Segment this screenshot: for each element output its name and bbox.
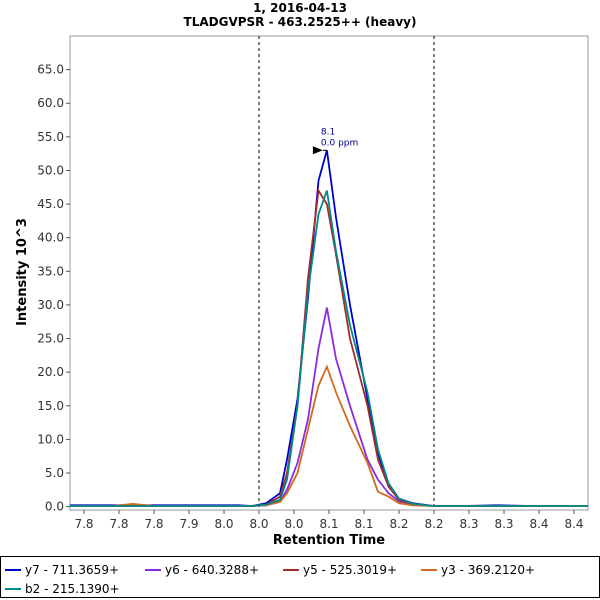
x-tick-label: 8.4: [564, 517, 583, 531]
x-tick-label: 8.3: [459, 517, 478, 531]
legend-swatch: [145, 569, 161, 571]
x-tick-label: 7.8: [109, 517, 128, 531]
integration-boundaries: [258, 36, 435, 510]
legend-item: b2 - 215.1390+: [5, 582, 120, 596]
x-tick-label: 8.0: [249, 517, 268, 531]
x-tick-label: 8.0: [284, 517, 303, 531]
legend-item: y5 - 525.3019+: [283, 563, 397, 577]
x-axis: 7.8 7.8 7.8 7.9 8.0 8.0 8.0 8.1 8.1 8.2 8.2 8.3 8.3 8…: [74, 510, 584, 531]
y-tick-label: 15.0: [37, 399, 64, 413]
x-tick-label: 8.1: [319, 517, 338, 531]
peak-marker: [312, 146, 323, 155]
chart-title: 1, 2016-04-13: [253, 1, 347, 15]
legend-swatch: [5, 569, 21, 571]
x-tick-label: 8.3: [494, 517, 513, 531]
legend-item: y6 - 640.3288+: [145, 563, 259, 577]
legend: y7 - 711.3659+ y6 - 640.3288+ y5 - 525.301…: [0, 556, 600, 598]
y-tick-label: 5.0: [45, 466, 64, 480]
y-tick-label: 40.0: [37, 231, 64, 245]
legend-label: b2 - 215.1390+: [25, 582, 120, 596]
legend-swatch: [421, 569, 437, 571]
chromatogram-chart: 1, 2016-04-13 TLADGVPSR - 463.2525++ (he…: [15, 1, 589, 548]
x-tick-label: 8.2: [389, 517, 408, 531]
series-line: [70, 190, 588, 507]
y-tick-label: 50.0: [37, 163, 64, 177]
y-axis: 0.0 5.0 10.0 15.0 20.0 25.0 30.0 35.0 40.0 45.0 50…: [37, 63, 70, 514]
y-tick-label: 20.0: [37, 365, 64, 379]
x-tick-label: 7.8: [74, 517, 93, 531]
y-tick-label: 45.0: [37, 197, 64, 211]
y-tick-label: 35.0: [37, 264, 64, 278]
y-tick-label: 10.0: [37, 432, 64, 446]
y-tick-label: 30.0: [37, 298, 64, 312]
y-tick-label: 65.0: [37, 63, 64, 77]
legend-label: y3 - 369.2120+: [441, 563, 536, 577]
legend-swatch: [283, 569, 299, 571]
legend-item: y7 - 711.3659+: [5, 563, 119, 577]
x-tick-label: 8.1: [354, 517, 373, 531]
x-axis-title: Retention Time: [273, 533, 385, 548]
legend-swatch: [5, 588, 21, 590]
y-tick-label: 60.0: [37, 96, 64, 110]
chromatogram-traces: [70, 150, 588, 507]
x-tick-label: 8.0: [214, 517, 233, 531]
chart-subtitle: TLADGVPSR - 463.2525++ (heavy): [184, 15, 417, 29]
y-tick-label: 55.0: [37, 130, 64, 144]
y-axis-title: Intensity 10^3: [15, 218, 30, 326]
legend-label: y5 - 525.3019+: [303, 563, 398, 577]
peak-rt-label: 8.1: [321, 127, 335, 137]
peak-ppm-label: 0.0 ppm: [321, 138, 358, 148]
y-tick-label: 0.0: [45, 500, 64, 514]
plot-area: [69, 35, 589, 511]
x-tick-label: 7.9: [179, 517, 198, 531]
peak-annotation: 8.1 0.0 ppm: [312, 127, 358, 155]
x-tick-label: 8.4: [529, 517, 548, 531]
legend-item: y3 - 369.2120+: [421, 563, 535, 577]
x-tick-label: 8.2: [424, 517, 443, 531]
x-tick-label: 7.8: [144, 517, 163, 531]
legend-label: y6 - 640.3288+: [165, 563, 260, 577]
y-tick-label: 25.0: [37, 332, 64, 346]
legend-label: y7 - 711.3659+: [25, 563, 120, 577]
